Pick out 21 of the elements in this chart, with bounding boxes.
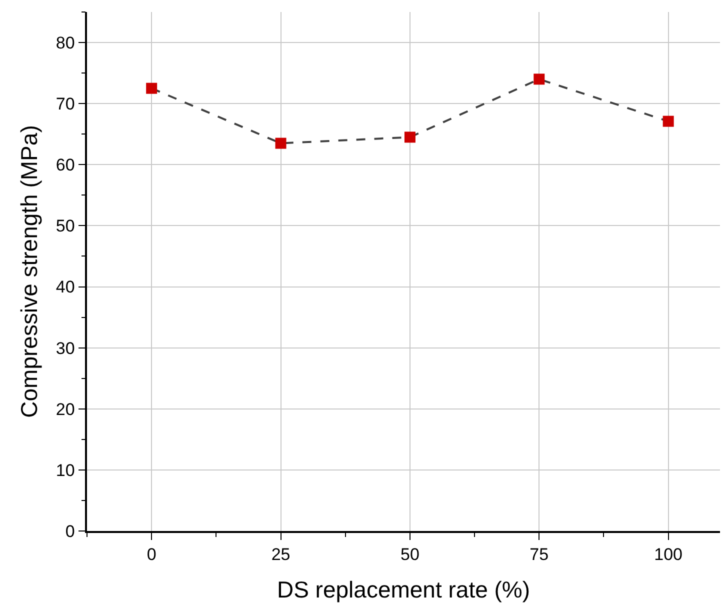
x-tick-label: 50 [400,545,420,564]
y-axis-title: Compressive strength (MPa) [16,125,42,418]
y-tick-label: 80 [56,33,75,52]
point [662,116,674,127]
x-tick-label: 75 [530,545,549,564]
point [534,74,545,85]
x-axis-title: DS replacement rate (%) [276,576,530,602]
y-tick-label: 60 [56,156,75,175]
point [404,132,416,143]
y-tick-label: 30 [56,338,75,358]
y-tick-label: 20 [56,400,75,419]
x-tick-label: 25 [271,545,290,564]
y-tick-label: 0 [65,522,75,541]
x-tick-label: 100 [654,545,683,564]
y-tick-label: 10 [56,460,75,480]
y-tick-label: 50 [56,216,75,236]
point [275,138,286,149]
point [146,82,158,94]
y-tick-label: 70 [56,94,75,114]
y-tick-label: 40 [56,278,75,297]
x-tick-label: 0 [146,545,156,564]
